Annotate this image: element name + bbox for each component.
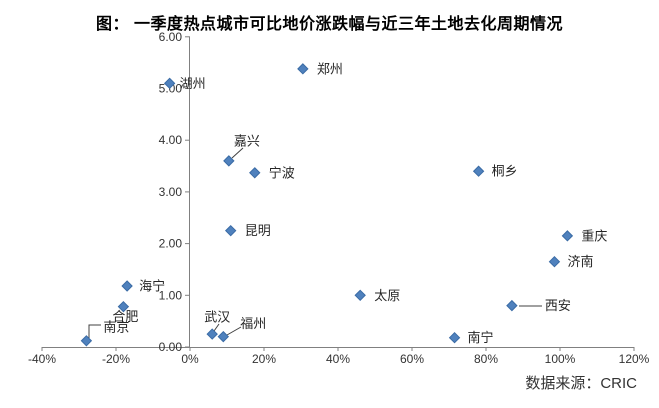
data-point [217, 330, 230, 343]
data-point [297, 63, 309, 75]
x-axis-tick-label: 20% [252, 352, 276, 366]
x-axis-tick-label: -20% [102, 352, 130, 366]
data-point [206, 328, 218, 340]
y-axis-tick-label: 3.00 [159, 185, 183, 199]
point-label: 南宁 [468, 330, 494, 345]
point-label: 重庆 [581, 228, 607, 243]
label-leader-line [231, 147, 244, 159]
data-point [506, 299, 518, 312]
y-axis-tick-label: 4.00 [159, 133, 183, 147]
x-axis-tick-label: 40% [326, 352, 350, 366]
data-source-caption: 数据来源：CRIC [525, 375, 637, 392]
y-axis-tick-label: 0.00 [159, 340, 183, 354]
x-axis-tick-label: 60% [400, 352, 424, 366]
data-point [117, 300, 130, 313]
point-label: 桐乡 [492, 164, 518, 179]
label-leader-line [88, 324, 101, 338]
point-label: 福州 [240, 316, 266, 331]
data-point [472, 165, 485, 177]
point-label: 昆明 [245, 223, 271, 238]
point-label: 海宁 [139, 278, 165, 293]
x-axis-tick-label: 100% [545, 352, 576, 366]
x-axis-tick-label: -40% [28, 352, 56, 366]
point-label: 西安 [545, 298, 571, 313]
data-point [354, 289, 366, 302]
point-label: 宁波 [269, 165, 295, 180]
point-label: 合肥 [112, 309, 138, 324]
label-leader-line [226, 326, 242, 336]
y-axis-tick-label: 5.00 [159, 82, 183, 96]
data-point [80, 335, 93, 347]
y-axis-tick-label: 6.00 [159, 30, 183, 44]
point-label: 济南 [567, 254, 593, 269]
label-leader-line [213, 323, 220, 332]
point-label: 南京 [103, 319, 129, 334]
y-axis-tick-label: 2.00 [159, 237, 183, 251]
chart-title: 图： 一季度热点城市可比地价涨跌幅与近三年土地去化周期情况 [96, 16, 563, 33]
x-axis-tick-label: 0% [181, 352, 199, 366]
data-point [448, 331, 461, 344]
point-label: 湖州 [180, 76, 206, 91]
data-point [223, 155, 235, 167]
point-label: 太原 [374, 288, 400, 303]
point-label: 郑州 [317, 61, 343, 76]
data-point [249, 167, 261, 179]
data-point [224, 224, 237, 237]
data-point [163, 77, 176, 90]
data-point [121, 280, 133, 292]
data-point [561, 230, 574, 242]
x-axis-tick-label: 80% [474, 352, 498, 366]
point-label: 武汉 [204, 310, 230, 325]
x-axis-tick-label: 120% [619, 352, 650, 366]
y-axis-tick-label: 1.00 [159, 288, 183, 302]
point-label: 嘉兴 [234, 133, 260, 148]
data-point [548, 255, 561, 268]
